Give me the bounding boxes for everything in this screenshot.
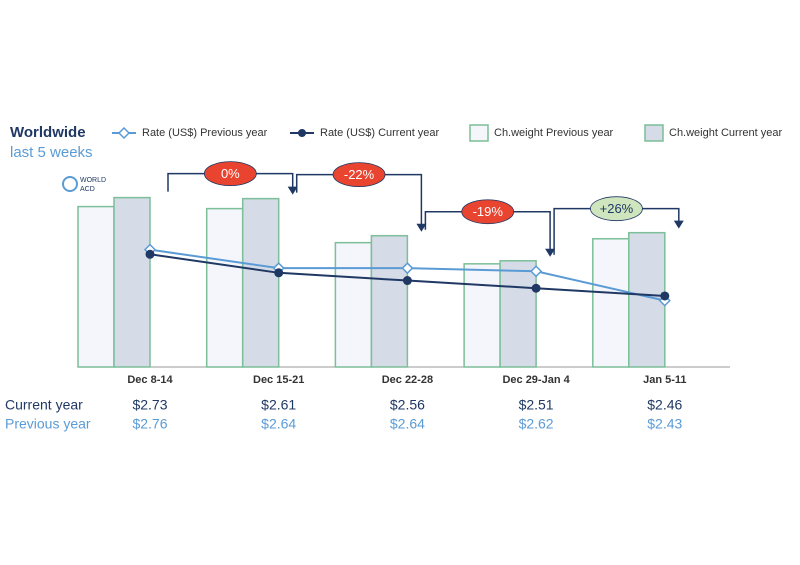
table-value: $2.43 (647, 416, 682, 432)
chart-title: Worldwide (10, 124, 86, 141)
marker (145, 249, 155, 259)
change-badge (461, 199, 515, 225)
change-arrowhead (287, 186, 298, 195)
table-row-label: Previous year (5, 416, 91, 432)
logo: WORLD ACD (62, 176, 106, 193)
legend-label: Ch.weight Previous year (494, 127, 614, 139)
bar (77, 205, 115, 368)
x-tick-label: Jan 5-11 (643, 374, 686, 386)
table-value: $2.51 (519, 397, 554, 413)
change-badge (203, 161, 257, 186)
bar (334, 241, 373, 368)
change-arrowhead (673, 220, 684, 229)
legend-swatch (644, 124, 664, 142)
change-label: +26% (600, 201, 634, 216)
change-arrowhead (545, 248, 556, 257)
table-value: $2.76 (132, 416, 167, 432)
change-arrowhead (416, 223, 427, 232)
bar (241, 197, 280, 368)
x-tick-label: Dec 29-Jan 4 (502, 374, 570, 386)
table-value: $2.64 (261, 416, 296, 432)
bar (592, 238, 630, 368)
table-value: $2.62 (519, 416, 554, 432)
x-tick-label: Dec 22-28 (382, 374, 433, 386)
bar (370, 234, 409, 368)
logo-text: WORLD (80, 177, 106, 184)
bar (463, 263, 501, 368)
marker (274, 268, 284, 278)
change-label: -19% (473, 204, 504, 219)
x-tick-label: Dec 15-21 (253, 374, 304, 386)
chart-subtitle: last 5 weeks (10, 144, 93, 161)
table-value: $2.61 (261, 397, 296, 413)
table-value: $2.56 (390, 397, 425, 413)
change-badge (332, 162, 386, 188)
marker (401, 262, 414, 275)
change-label: -22% (344, 167, 375, 182)
table-row-label: Current year (5, 397, 83, 413)
legend-swatch (298, 129, 306, 137)
marker (660, 291, 670, 301)
table-value: $2.64 (390, 416, 425, 432)
change-label: 0% (221, 166, 240, 181)
change-badge (590, 196, 643, 222)
logo-icon (62, 176, 78, 192)
x-tick-label: Dec 8-14 (127, 374, 173, 386)
logo-text: ACD (80, 186, 95, 193)
marker (531, 283, 541, 293)
marker (402, 276, 412, 286)
table-value: $2.73 (132, 397, 167, 413)
table-value: $2.46 (647, 397, 682, 413)
legend-swatch (117, 126, 131, 140)
legend-label: Rate (US$) Current year (320, 127, 440, 139)
bar (499, 260, 537, 368)
marker (530, 265, 543, 278)
legend-label: Rate (US$) Previous year (142, 127, 268, 139)
bar (113, 196, 151, 368)
legend-label: Ch.weight Current year (669, 127, 782, 139)
bar (205, 207, 244, 368)
legend-swatch (469, 124, 489, 142)
